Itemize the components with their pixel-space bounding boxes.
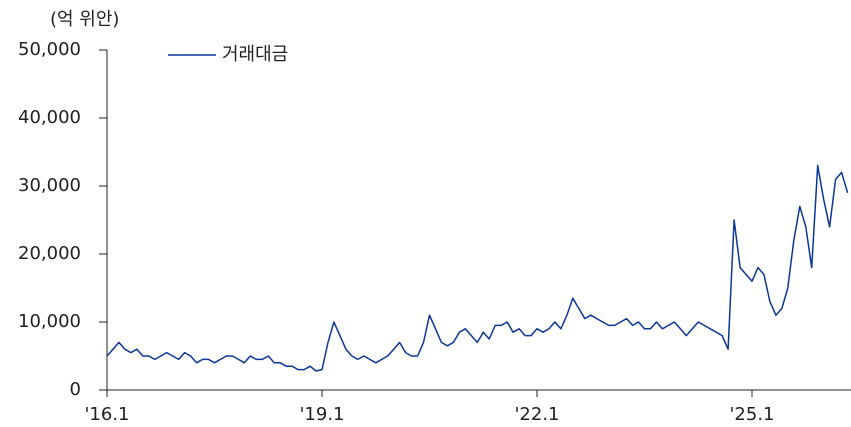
x-tick-label: '25.1 (729, 404, 774, 425)
legend-label: 거래대금 (222, 44, 288, 65)
y-tick-label: 20,000 (18, 243, 81, 264)
x-tick-label: '16.1 (84, 404, 129, 425)
y-tick-label: 0 (70, 379, 81, 400)
y-tick-label: 10,000 (18, 311, 81, 332)
x-tick-label: '19.1 (299, 404, 344, 425)
y-tick-label: 40,000 (18, 107, 81, 128)
unit-label: (억 위안) (50, 9, 119, 30)
y-tick-label: 50,000 (18, 39, 81, 60)
x-tick-label: '22.1 (514, 404, 559, 425)
data-line (106, 164, 849, 372)
y-tick-label: 30,000 (18, 175, 81, 196)
